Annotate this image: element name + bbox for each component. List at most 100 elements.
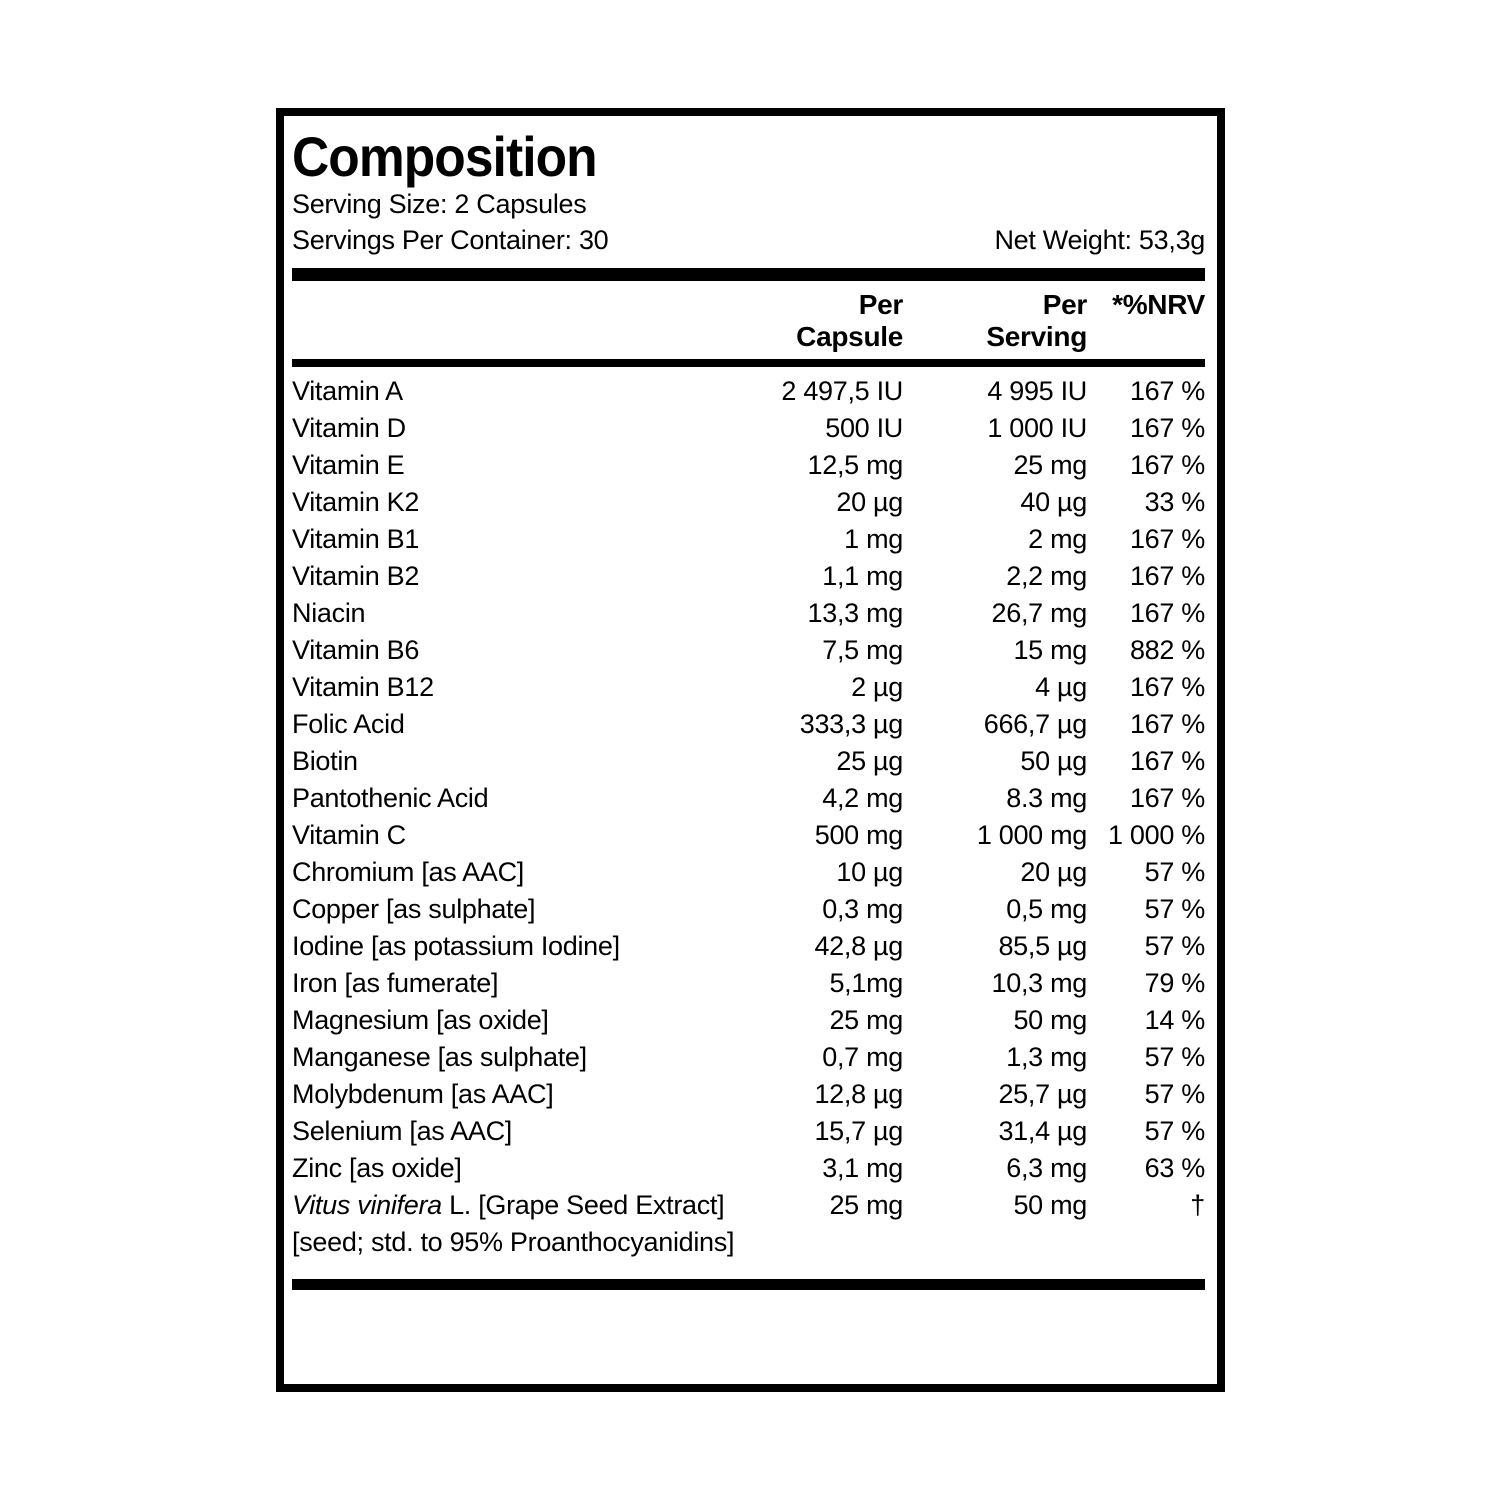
per-serving-value: 15 mg	[1013, 635, 1087, 665]
table-row: Iodine [as potassium Iodine] 42,8 µg 85,5 …	[292, 928, 1205, 965]
composition-table: Per Capsule Per Serving *%NRV Vitamin A 2…	[292, 281, 1205, 1261]
column-header-nrv: *%NRV	[1087, 281, 1205, 367]
nrv-value: 167 %	[1129, 524, 1205, 554]
ingredient-name: Manganese [as sulphate]	[292, 1042, 587, 1072]
ingredient-name: Vitamin B2	[292, 561, 420, 591]
nrv-value: 167 %	[1129, 561, 1205, 591]
nrv-value: 167 %	[1129, 450, 1205, 480]
ingredient-name: Biotin	[292, 746, 358, 776]
nrv-value: 167 %	[1129, 672, 1205, 702]
ingredient-name: Vitamin K2	[292, 487, 420, 517]
per-serving-value: 1 000 IU	[987, 413, 1087, 443]
per-capsule-value: 4,2 mg	[822, 783, 903, 813]
table-row: Chromium [as AAC] 10 µg 20 µg 57 %	[292, 854, 1205, 891]
per-capsule-value: 1,1 mg	[822, 561, 903, 591]
serving-size: Serving Size: 2 Capsules	[292, 189, 587, 219]
table-row: Copper [as sulphate] 0,3 mg 0,5 mg 57 %	[292, 891, 1205, 928]
per-serving-value: 1 000 mg	[976, 820, 1087, 850]
per-serving-value: 25,7 µg	[998, 1079, 1087, 1109]
nrv-value: 882 %	[1129, 635, 1205, 665]
table-row: Vitamin B1 1 mg 2 mg 167 %	[292, 521, 1205, 558]
ingredient-name: Vitamin E	[292, 450, 405, 480]
ingredient-name: Vitamin D	[292, 413, 406, 443]
nrv-value: 167 %	[1129, 413, 1205, 443]
table-row: Vitamin E 12,5 mg 25 mg 167 %	[292, 447, 1205, 484]
per-capsule-value: 333,3 µg	[799, 709, 904, 739]
nrv-value: 57 %	[1144, 1079, 1206, 1109]
table-header-row: Per Capsule Per Serving *%NRV	[292, 281, 1205, 367]
label-title: Composition	[292, 125, 598, 188]
column-header-line1: *%NRV	[1112, 289, 1205, 320]
per-serving-value: 666,7 µg	[983, 709, 1088, 739]
per-capsule-value: 3,1 mg	[822, 1153, 903, 1183]
table-row: Pantothenic Acid 4,2 mg 8.3 mg 167 %	[292, 780, 1205, 817]
per-capsule-value: 20 µg	[836, 487, 903, 517]
per-serving-value: 6,3 mg	[1006, 1153, 1087, 1183]
per-capsule-value: 0,7 mg	[822, 1042, 903, 1072]
per-serving-value: 40 µg	[1020, 487, 1087, 517]
per-serving-value: 4 µg	[1035, 672, 1087, 702]
per-capsule-value: 5,1mg	[829, 968, 903, 998]
table-row: Selenium [as AAC] 15,7 µg 31,4 µg 57 %	[292, 1113, 1205, 1150]
per-serving-value: 50 µg	[1020, 746, 1087, 776]
ingredient-name: Folic Acid	[292, 709, 405, 739]
nrv-value: 57 %	[1144, 894, 1206, 924]
per-serving-value: 1,3 mg	[1006, 1042, 1087, 1072]
nrv-value: 167 %	[1129, 598, 1205, 628]
nrv-value: 57 %	[1144, 1042, 1206, 1072]
nrv-value: 57 %	[1144, 857, 1206, 887]
table-row: Molybdenum [as AAC] 12,8 µg 25,7 µg 57 %	[292, 1076, 1205, 1113]
column-header-per-serving: Per Serving	[903, 281, 1088, 367]
ingredient-name: Vitus vinifera L. [Grape Seed Extract]	[292, 1190, 725, 1220]
per-serving-value: 31,4 µg	[998, 1116, 1087, 1146]
ingredient-subline: [seed; std. to 95% Proanthocyanidins]	[292, 1227, 735, 1257]
nrv-value: 79 %	[1144, 968, 1206, 998]
ingredient-name: Niacin	[292, 598, 366, 628]
per-capsule-value: 7,5 mg	[822, 635, 903, 665]
table-row: Vitus vinifera L. [Grape Seed Extract] 25…	[292, 1187, 1205, 1224]
ingredient-name: Pantothenic Acid	[292, 783, 489, 813]
net-weight: Net Weight: 53,3g	[994, 225, 1205, 255]
table-row: Iron [as fumerate] 5,1mg 10,3 mg 79 %	[292, 965, 1205, 1002]
divider-footer	[292, 1279, 1205, 1290]
table-row: Vitamin B2 1,1 mg 2,2 mg 167 %	[292, 558, 1205, 595]
per-serving-value: 10,3 mg	[991, 968, 1088, 998]
per-capsule-value: 1 mg	[844, 524, 903, 554]
nrv-value: 33 %	[1144, 487, 1206, 517]
table-header: Per Capsule Per Serving *%NRV	[292, 281, 1205, 367]
ingredient-name: Magnesium [as oxide]	[292, 1005, 549, 1035]
nrv-value: 167 %	[1129, 746, 1205, 776]
ingredient-name: Zinc [as oxide]	[292, 1153, 462, 1183]
table-row: Vitamin B12 2 µg 4 µg 167 %	[292, 669, 1205, 706]
per-capsule-value: 0,3 mg	[822, 894, 903, 924]
ingredient-name-latin: Vitus vinifera	[292, 1190, 442, 1220]
divider-header	[292, 268, 1205, 281]
per-serving-value: 25 mg	[1013, 450, 1087, 480]
table-row: Magnesium [as oxide] 25 mg 50 mg 14 %	[292, 1002, 1205, 1039]
ingredient-name: Molybdenum [as AAC]	[292, 1079, 554, 1109]
nrv-value: 1 000 %	[1108, 820, 1205, 850]
column-header-line1: Per	[1042, 289, 1088, 320]
per-capsule-value: 25 µg	[836, 746, 903, 776]
ingredient-name: Selenium [as AAC]	[292, 1116, 513, 1146]
table-row: Folic Acid 333,3 µg 666,7 µg 167 %	[292, 706, 1205, 743]
ingredient-name: Iodine [as potassium Iodine]	[292, 931, 620, 961]
footnotes: *% Nutrient Reference Values (NRVs) for …	[292, 1302, 1205, 1384]
per-capsule-value: 42,8 µg	[814, 931, 903, 961]
table-row: Vitamin C 500 mg 1 000 mg 1 000 %	[292, 817, 1205, 854]
per-serving-value: 4 995 IU	[987, 376, 1087, 406]
per-capsule-value: 15,7 µg	[814, 1116, 903, 1146]
ingredient-name: Vitamin B6	[292, 635, 420, 665]
ingredient-name: Copper [as sulphate]	[292, 894, 536, 924]
column-header-line1: Per	[858, 289, 904, 320]
column-header-line2: Capsule	[796, 321, 903, 352]
table-row-continuation: [seed; std. to 95% Proanthocyanidins]	[292, 1224, 1205, 1261]
per-capsule-value: 2 497,5 IU	[781, 376, 903, 406]
nrv-value: 14 %	[1144, 1005, 1206, 1035]
per-serving-value: 2,2 mg	[1006, 561, 1087, 591]
per-capsule-value: 500 IU	[825, 413, 903, 443]
per-capsule-value: 12,5 mg	[807, 450, 904, 480]
table-row: Niacin 13,3 mg 26,7 mg 167 %	[292, 595, 1205, 632]
per-capsule-value: 25 mg	[829, 1190, 903, 1220]
